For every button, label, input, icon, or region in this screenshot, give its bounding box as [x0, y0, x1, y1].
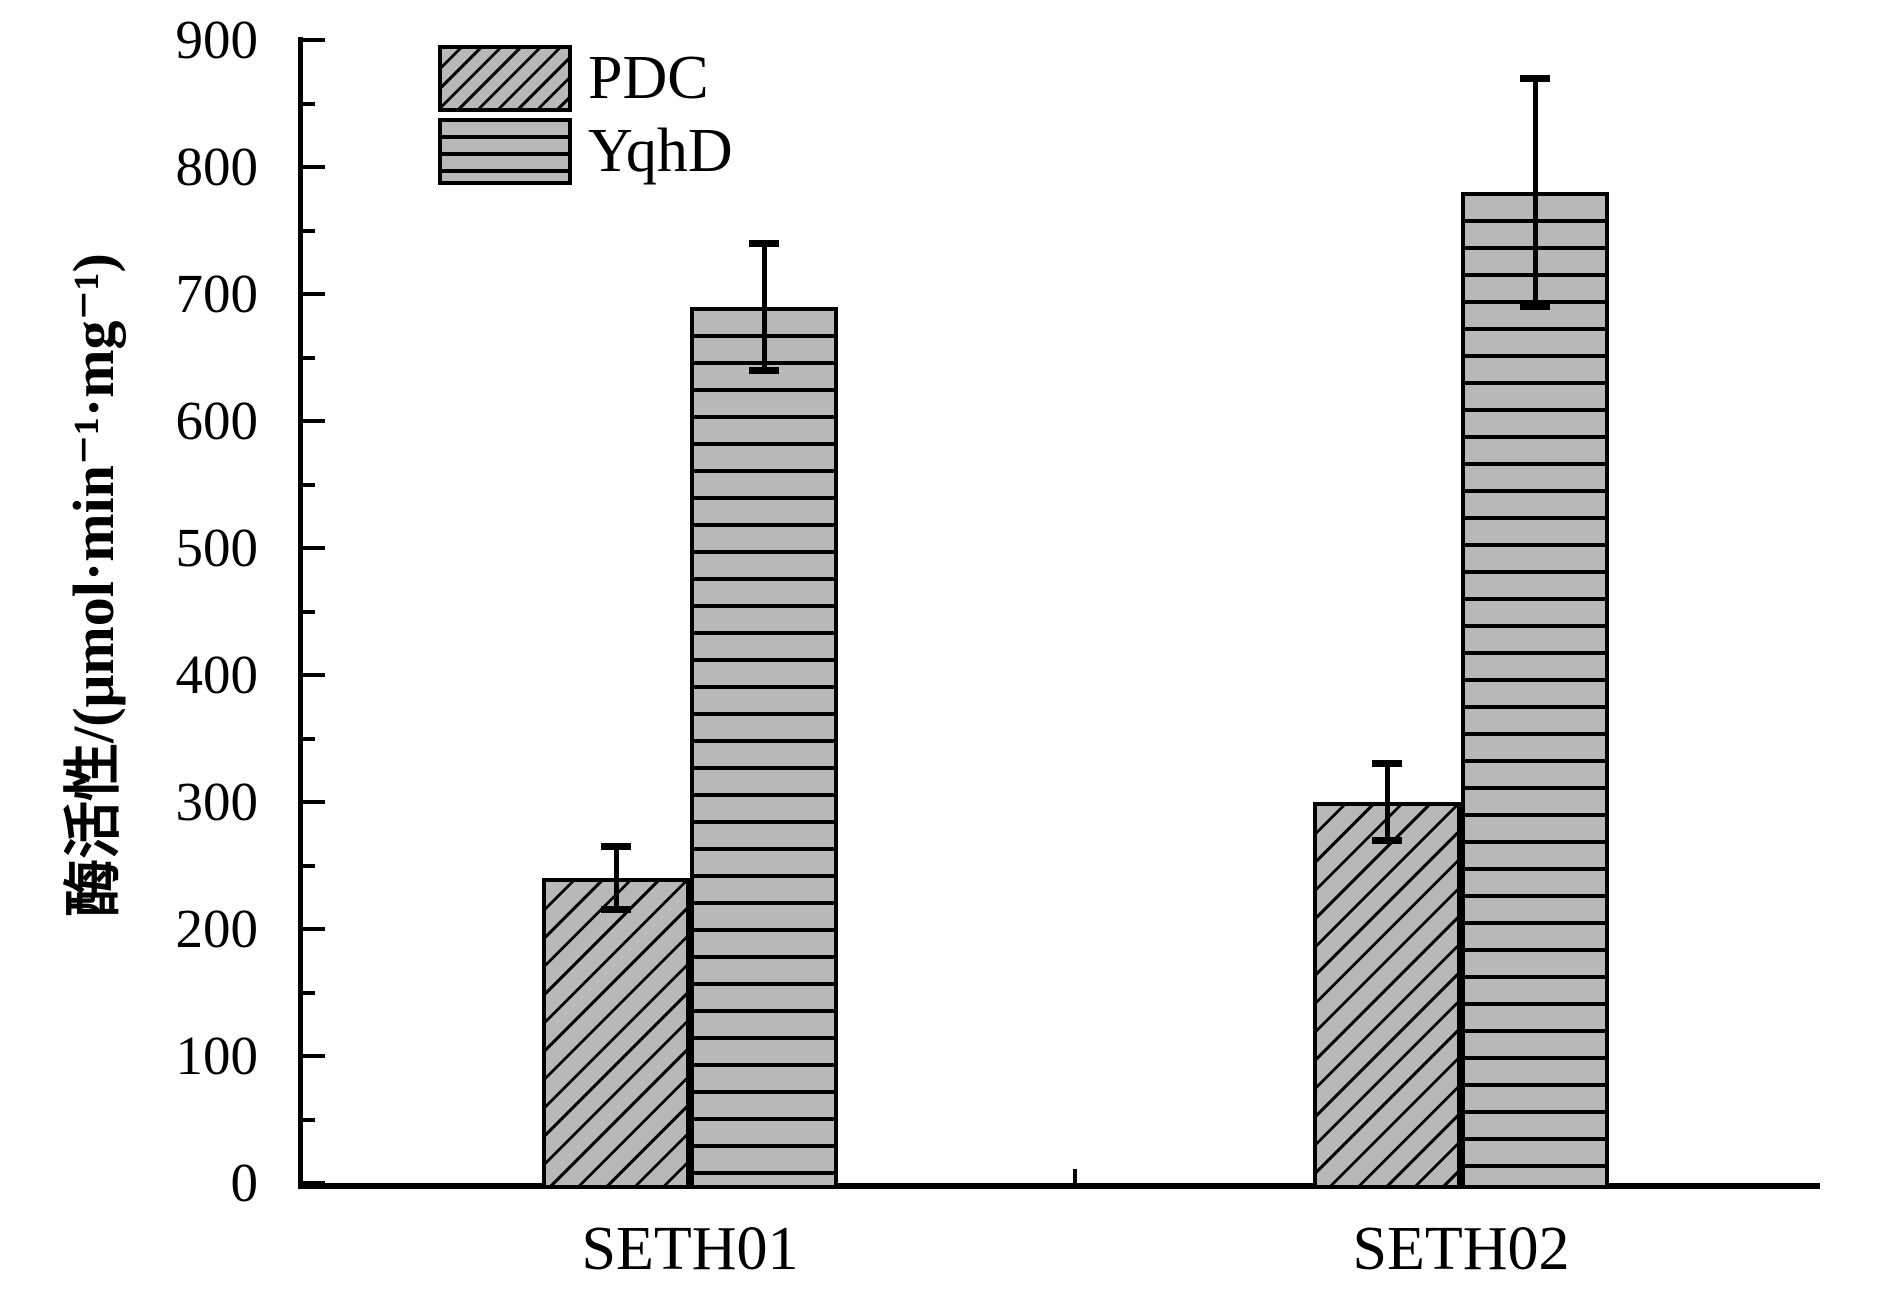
y-major-tick	[303, 38, 325, 42]
y-tick-label: 600	[175, 390, 259, 451]
error-bar-cap-top	[601, 842, 631, 850]
y-major-tick	[303, 800, 325, 804]
y-tick-label: 200	[175, 898, 259, 959]
bar-pdc-seth01	[542, 878, 690, 1189]
legend-item-yqhd: YqhD	[438, 118, 733, 185]
y-minor-tick	[303, 355, 315, 360]
bar-yqhd-seth01	[690, 306, 838, 1189]
x-axis-line	[298, 1183, 1820, 1189]
error-bar-line	[1384, 763, 1390, 841]
legend-label-pdc: PDC	[588, 44, 709, 112]
y-minor-tick	[303, 228, 315, 233]
y-major-tick	[303, 673, 325, 677]
bar-yqhd-seth02	[1461, 192, 1609, 1189]
legend: PDC YqhD	[438, 45, 733, 191]
x-category-label: SETH02	[1352, 1215, 1570, 1283]
y-tick-label: 300	[175, 771, 259, 832]
y-tick-label: 100	[175, 1025, 259, 1086]
error-bar-line	[761, 243, 767, 371]
y-minor-tick	[303, 990, 315, 995]
error-bar-line	[613, 846, 619, 910]
error-bar-cap-bottom	[1520, 303, 1550, 311]
y-minor-tick	[303, 863, 315, 868]
legend-label-yqhd: YqhD	[588, 117, 733, 185]
y-major-tick	[303, 419, 325, 423]
legend-swatch-yqhd-horizontal-hatch-icon	[438, 118, 572, 185]
bar-pdc-seth02	[1313, 802, 1461, 1189]
y-minor-tick	[303, 609, 315, 614]
y-minor-tick	[303, 101, 315, 106]
error-bar-cap-bottom	[1372, 836, 1402, 844]
x-axis-minor-tick	[1073, 1169, 1077, 1183]
y-axis-line	[298, 37, 303, 1189]
y-major-tick	[303, 927, 325, 931]
y-major-tick	[303, 165, 325, 169]
y-major-tick	[303, 1054, 325, 1058]
error-bar-cap-top	[1372, 760, 1402, 768]
error-bar-cap-bottom	[749, 366, 779, 374]
legend-item-pdc: PDC	[438, 45, 733, 112]
x-category-label: SETH01	[581, 1215, 799, 1283]
legend-swatch-pdc-diagonal-hatch-icon	[438, 45, 572, 112]
y-tick-label: 700	[175, 263, 259, 324]
y-major-tick	[303, 1181, 325, 1185]
y-tick-label: 800	[175, 136, 259, 197]
y-minor-tick	[303, 736, 315, 741]
error-bar-line	[1532, 78, 1538, 307]
y-minor-tick	[303, 1117, 315, 1122]
y-major-tick	[303, 546, 325, 550]
y-tick-label: 0	[230, 1152, 259, 1213]
y-minor-tick	[303, 482, 315, 487]
error-bar-cap-bottom	[601, 906, 631, 914]
y-tick-label: 400	[175, 644, 259, 705]
error-bar-cap-top	[749, 239, 779, 247]
y-tick-label: 500	[175, 517, 259, 578]
error-bar-cap-top	[1520, 74, 1550, 82]
y-tick-label: 900	[175, 9, 259, 70]
y-major-tick	[303, 292, 325, 296]
